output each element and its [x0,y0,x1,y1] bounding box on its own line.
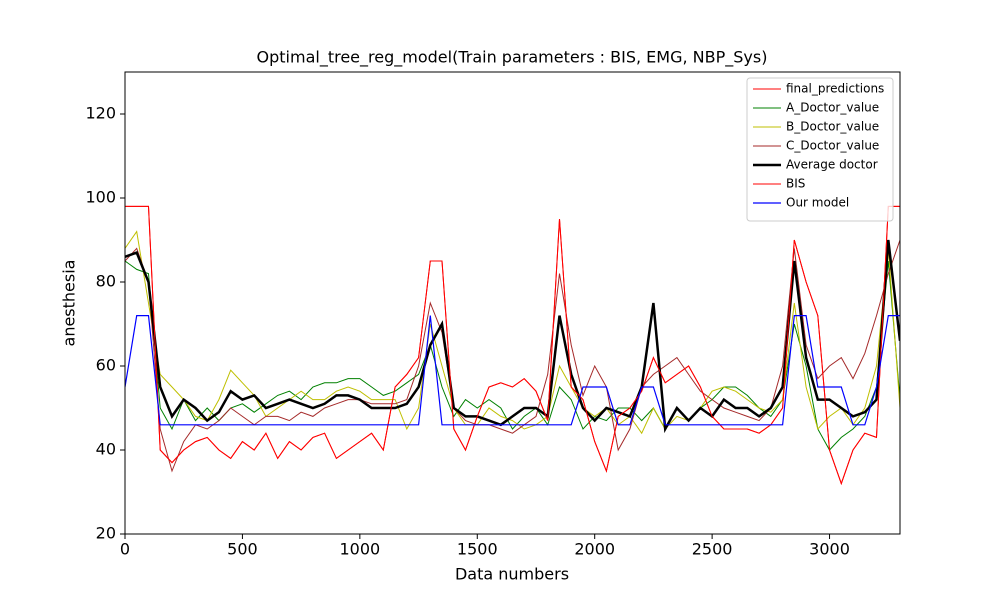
series-line [125,239,900,473]
legend-label: A_Doctor_value [786,101,879,115]
y-tick-label: 20 [96,524,116,543]
series-line [125,239,900,434]
chart-title: Optimal_tree_reg_model(Train parameters … [257,48,768,68]
legend-label: final_predictions [786,82,884,96]
series-line [125,315,900,426]
y-tick-label: 60 [96,356,116,375]
series-line [125,205,900,486]
legend-label: C_Doctor_value [786,139,879,153]
x-tick-label: 2000 [574,540,615,559]
x-tick-label: 1500 [457,540,498,559]
legend: final_predictions A_Doctor_value B_Doctor_… [746,77,894,222]
legend-label: Average doctor [786,158,878,172]
legend-label: Our model [786,196,849,210]
series-line [125,205,900,486]
x-tick-label: 500 [227,540,258,559]
x-tick-label: 1000 [339,540,380,559]
x-tick-label: 2500 [692,540,733,559]
y-tick-label: 100 [85,188,116,207]
x-tick-label: 0 [120,540,130,559]
x-axis-label: Data numbers [455,565,569,584]
plot-frame [124,71,901,535]
y-tick-label: 120 [85,104,116,123]
series-line [125,230,900,435]
x-tick-label: 3000 [809,540,850,559]
legend-label: B_Doctor_value [786,120,879,134]
legend-label: BIS [786,177,805,191]
y-axis-label: anesthesia [60,260,79,347]
y-tick-label: 40 [96,440,116,459]
series-line [125,260,900,451]
legend-box [746,77,894,222]
y-tick-label: 80 [96,272,116,291]
